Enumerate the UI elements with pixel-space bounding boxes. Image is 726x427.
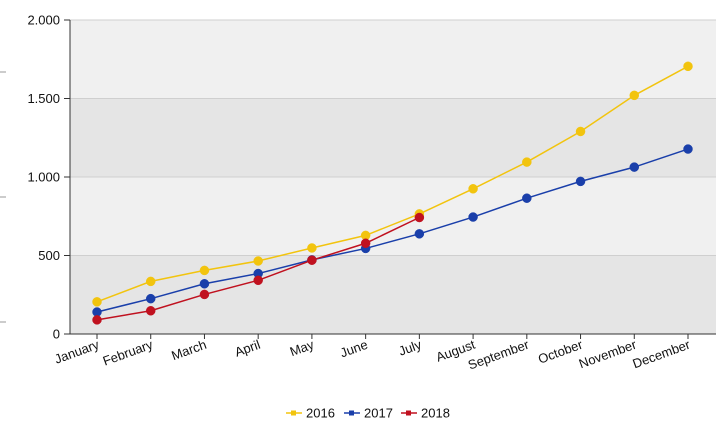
y-tick-label: 2.000 [27,13,60,28]
data-point [253,275,263,286]
data-point [468,184,478,194]
x-tick-label: April [233,337,263,360]
data-point [145,276,156,287]
x-tick-label: December [631,336,693,371]
x-axis-tick-labels: January February March April May June July Augu… [52,336,692,372]
data-point [145,293,156,304]
data-point [307,255,317,265]
legend-label: 2016 [306,406,335,421]
data-point [307,243,317,253]
series-2018 [92,212,425,325]
x-tick-label: March [169,337,208,363]
data-point [199,279,210,289]
y-tick-label: 500 [38,248,60,263]
data-point [253,256,263,266]
data-point [522,193,532,203]
legend: 2016 2017 2018 [286,406,450,421]
x-tick-label: November [577,336,639,371]
data-point [575,126,586,137]
plot-background-bands [70,20,716,334]
legend-item-2018: 2018 [401,406,450,421]
data-point [468,212,478,222]
legend-marker [406,410,411,416]
legend-marker [349,410,354,416]
series-line [96,65,689,303]
y-tick-label: 1.500 [27,91,60,106]
series-lines [92,61,693,325]
x-tick-label: July [397,337,424,359]
data-point [414,212,425,223]
plot-band [70,255,716,334]
y-tick-label: 0 [53,327,60,342]
axes [0,19,716,339]
data-point [683,144,693,154]
x-tick-label: February [101,337,155,369]
legend-item-2016: 2016 [286,406,335,421]
legend-item-2017: 2017 [344,406,393,421]
series-line [96,148,689,313]
data-point [360,238,371,249]
data-point [522,157,532,167]
x-tick-label: September [466,336,532,372]
data-point [629,162,640,172]
data-point [683,61,693,72]
data-point [575,176,586,187]
legend-marker [291,410,296,416]
data-point [629,90,640,101]
data-point [199,265,210,276]
y-axis-tick-labels: 0 500 1.000 1.500 2.000 [27,13,60,342]
data-point [199,289,210,300]
data-point [92,297,102,307]
legend-label: 2018 [421,406,450,421]
data-point [414,229,425,239]
data-point [92,315,102,325]
data-point [145,306,156,316]
legend-label: 2017 [364,406,393,421]
plot-band [70,177,716,256]
plot-band [70,20,716,99]
x-tick-label: June [338,337,370,361]
plot-band [70,98,716,177]
x-tick-label: May [288,337,317,360]
y-tick-label: 1.000 [27,170,60,185]
